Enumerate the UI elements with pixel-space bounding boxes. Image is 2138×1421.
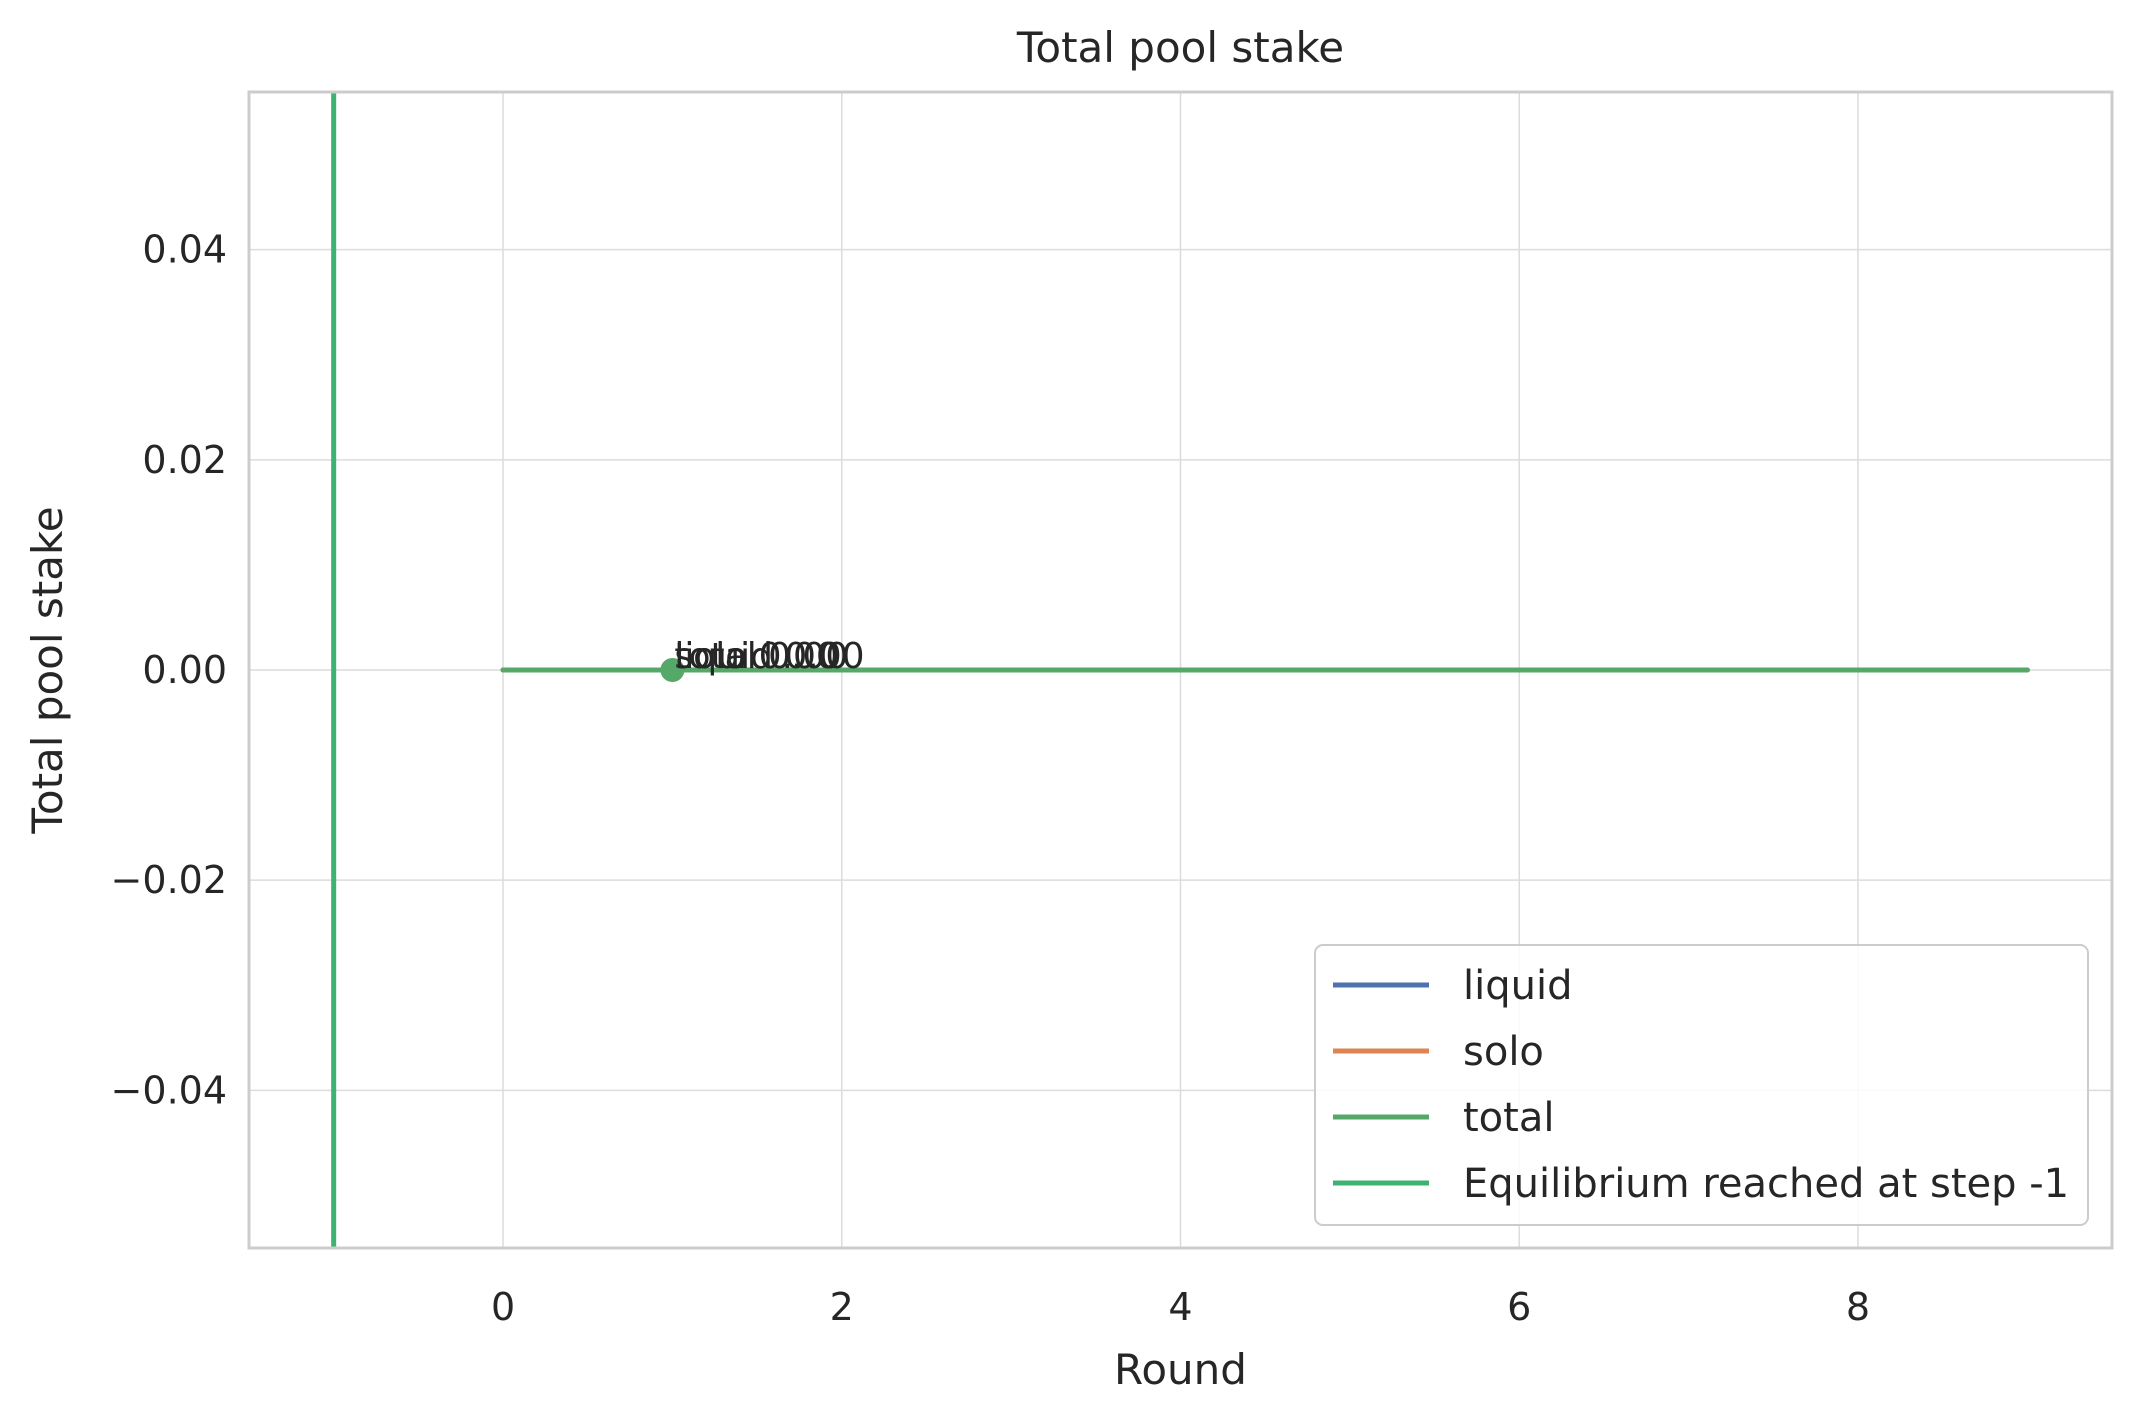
x-tick-label: 6 xyxy=(1507,1285,1531,1329)
x-tick-label: 8 xyxy=(1846,1285,1870,1329)
x-tick-label: 2 xyxy=(830,1285,854,1329)
y-tick-label: 0.04 xyxy=(142,228,227,272)
y-tick-label: −0.02 xyxy=(111,858,227,902)
x-axis-ticks: 0 2 4 6 8 xyxy=(491,1285,1870,1329)
annotation-label: solo 0.00 xyxy=(674,636,838,677)
legend-label: Equilibrium reached at step -1 xyxy=(1463,1161,2069,1207)
legend-label: total xyxy=(1463,1095,1554,1141)
legend-label: solo xyxy=(1463,1029,1544,1075)
annotation-label: total 0.00 xyxy=(674,636,848,677)
legend-label: liquid xyxy=(1463,963,1572,1009)
legend-box xyxy=(1314,944,2089,1226)
y-tick-label: −0.04 xyxy=(111,1068,227,1112)
chart-title: Total pool stake xyxy=(1016,23,1344,72)
x-axis-label: Round xyxy=(1114,1345,1247,1394)
marker-point xyxy=(660,658,685,682)
y-axis-ticks: 0.04 0.02 0.00 −0.02 −0.04 xyxy=(111,228,227,1113)
x-tick-label: 4 xyxy=(1168,1285,1192,1329)
plot-frame xyxy=(247,90,2114,1250)
y-tick-label: 0.02 xyxy=(142,438,227,482)
y-axis-label: Total pool stake xyxy=(23,506,72,834)
y-tick-label: 0.00 xyxy=(142,648,227,692)
x-tick-label: 0 xyxy=(491,1285,515,1329)
legend: liquid solo total Equilibrium reached at st… xyxy=(1314,944,2089,1226)
annotation-label: liquid 0.00 xyxy=(674,636,864,677)
